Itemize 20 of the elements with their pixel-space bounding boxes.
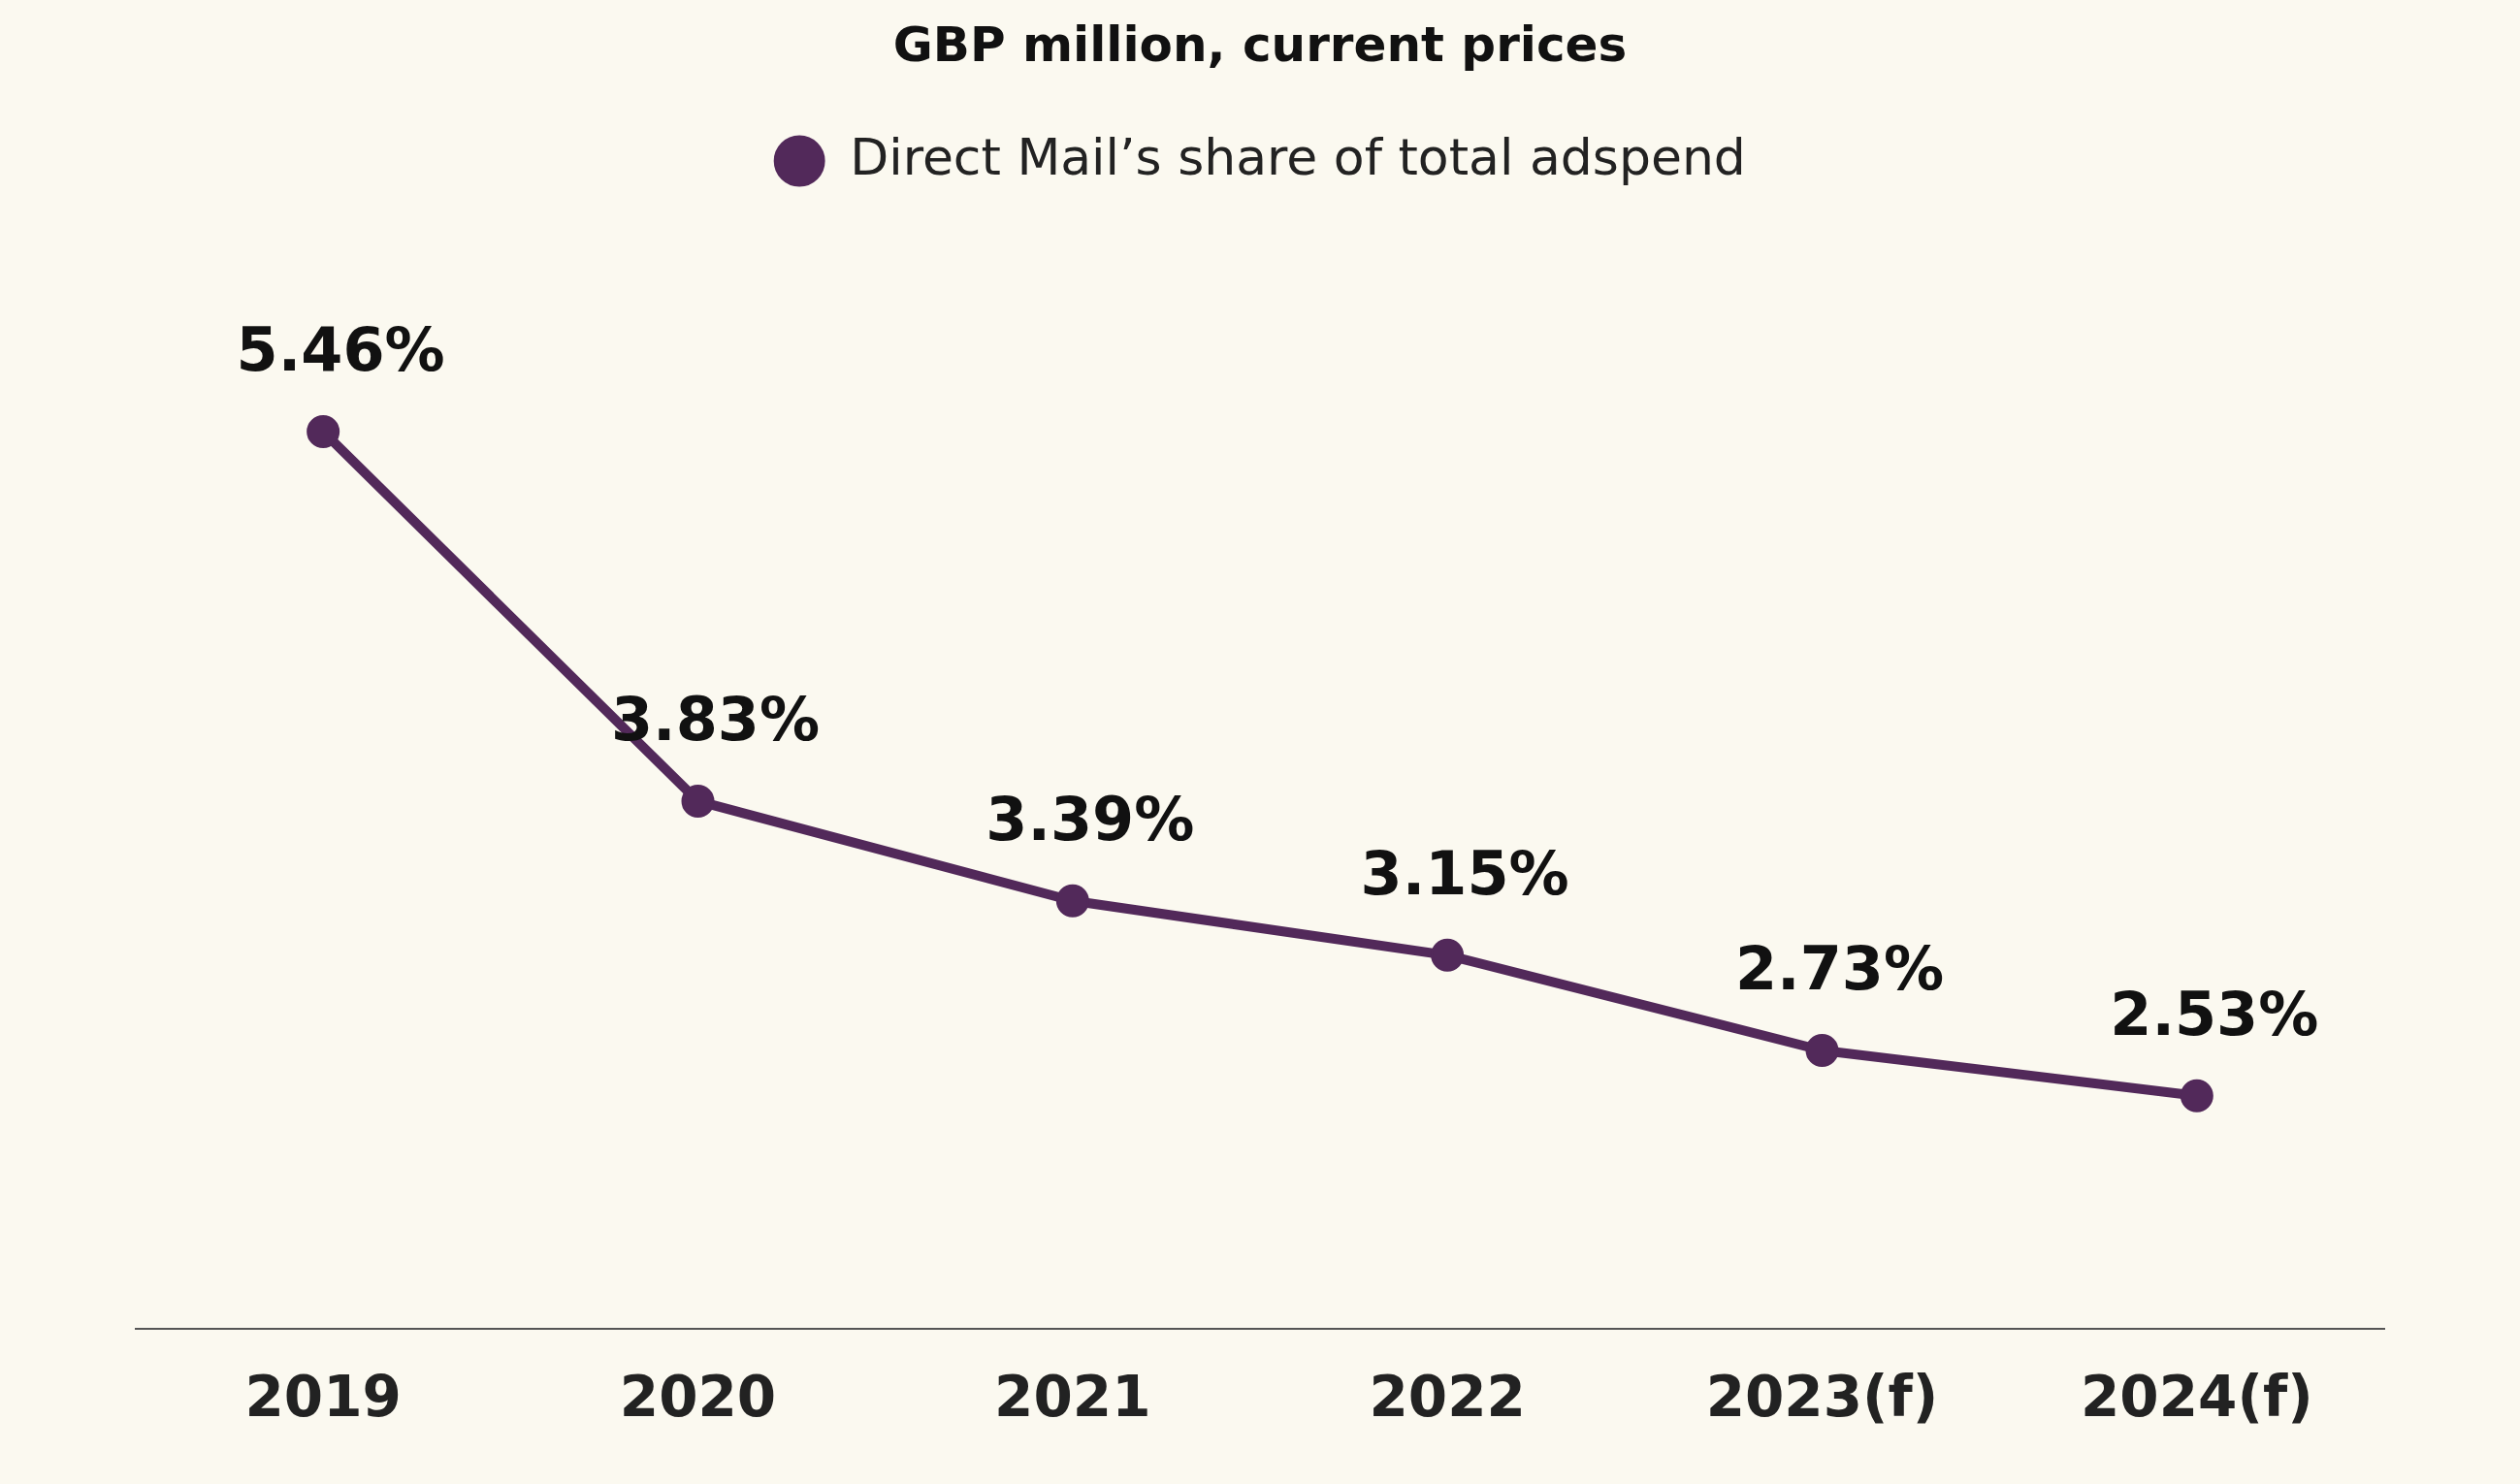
legend-label: Direct Mail’s share of total adspend (850, 127, 1746, 186)
x-tick-label: 2021 (994, 1364, 1151, 1431)
data-label: 2.73% (1734, 933, 1945, 1005)
x-tick-label: 2019 (244, 1364, 402, 1431)
x-tick-label: 2023(f) (1705, 1364, 1939, 1431)
data-label: 3.39% (985, 783, 1195, 855)
point (681, 784, 715, 818)
data-label: 3.83% (610, 684, 821, 756)
data-label: 2.53% (2110, 978, 2319, 1049)
data-label: 3.15% (1360, 837, 1569, 909)
chart-title: GBP million, current prices (892, 16, 1628, 73)
point (307, 415, 340, 449)
x-tick-label: 2022 (1369, 1364, 1526, 1431)
data-label: 5.46% (236, 314, 445, 386)
point (2180, 1079, 2213, 1113)
x-tick-label: 2020 (619, 1364, 777, 1431)
point (1055, 884, 1089, 918)
point (1431, 938, 1465, 972)
x-tick-label: 2024(f) (2080, 1364, 2313, 1431)
point (1805, 1033, 1839, 1067)
